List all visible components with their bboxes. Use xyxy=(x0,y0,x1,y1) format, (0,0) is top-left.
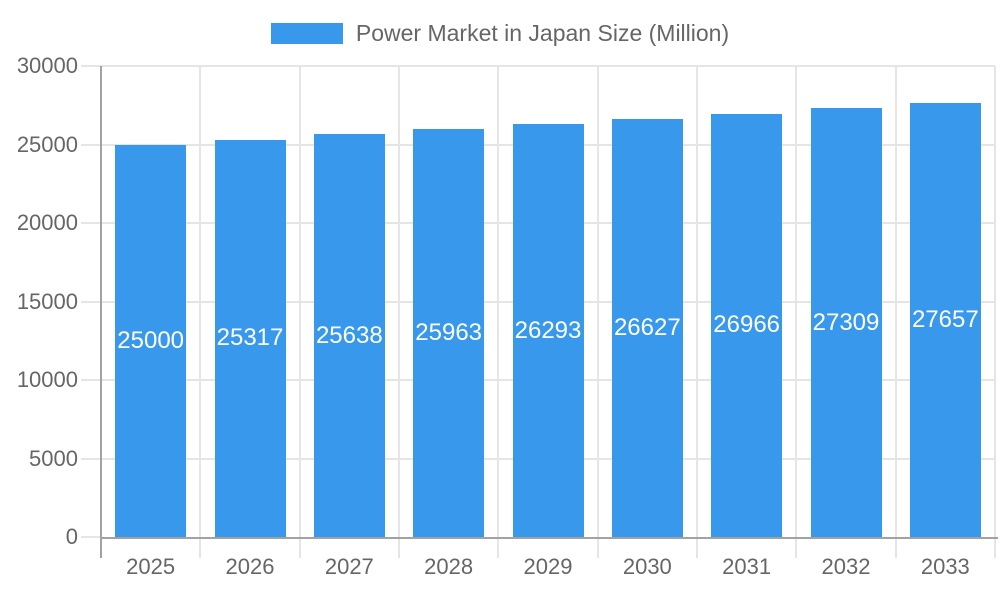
y-axis-tick xyxy=(81,222,101,224)
gridline-vertical xyxy=(497,66,500,537)
y-tick-label: 5000 xyxy=(29,445,78,471)
gridline-horizontal xyxy=(101,65,995,67)
x-tick-label: 2027 xyxy=(324,554,374,579)
bar[interactable] xyxy=(810,108,882,537)
bar-value-label: 26966 xyxy=(713,311,781,339)
gridline-vertical xyxy=(894,66,897,537)
legend[interactable]: Power Market in Japan Size (Million) xyxy=(0,19,1000,47)
bar-value-label: 26293 xyxy=(514,316,582,344)
x-tick-label: 2031 xyxy=(722,554,772,579)
x-tick-label: 2032 xyxy=(821,554,871,579)
bar[interactable] xyxy=(115,144,187,537)
x-axis-tick xyxy=(199,539,202,558)
bar[interactable] xyxy=(611,118,683,537)
x-axis-tick xyxy=(298,539,301,558)
bar-value-label: 25000 xyxy=(117,326,185,354)
x-tick-label: 2025 xyxy=(126,554,176,579)
x-axis-tick xyxy=(497,539,500,558)
x-axis-line xyxy=(100,537,998,539)
x-tick-label: 2033 xyxy=(920,554,970,579)
gridline-vertical xyxy=(696,66,698,537)
gridline-vertical xyxy=(994,66,996,537)
x-axis-tick xyxy=(596,539,599,558)
bar-value-label: 25963 xyxy=(415,319,483,347)
x-axis-tick xyxy=(894,539,897,558)
y-axis-tick xyxy=(81,536,101,538)
x-tick-label: 2030 xyxy=(622,554,672,579)
y-tick-label: 10000 xyxy=(16,367,78,392)
bar[interactable] xyxy=(413,129,485,537)
bar[interactable] xyxy=(512,124,584,537)
gridline-vertical xyxy=(298,66,301,537)
y-tick-label: 0 xyxy=(65,524,78,549)
y-axis-tick xyxy=(81,65,101,67)
bar[interactable] xyxy=(214,139,286,537)
bar-value-label: 27657 xyxy=(911,305,979,333)
y-axis-line xyxy=(100,66,102,558)
gridline-vertical xyxy=(596,66,599,537)
x-axis-tick xyxy=(696,539,698,558)
y-tick-label: 25000 xyxy=(16,131,78,157)
gridline-vertical xyxy=(398,66,400,537)
x-tick-label: 2028 xyxy=(424,554,474,579)
y-tick-label: 15000 xyxy=(16,288,78,314)
bar-value-label: 26627 xyxy=(613,313,681,341)
x-axis-tick xyxy=(398,539,400,558)
x-axis-tick xyxy=(994,539,996,558)
y-axis-tick xyxy=(81,457,101,460)
y-tick-label: 20000 xyxy=(16,210,78,235)
y-axis-tick xyxy=(81,300,101,303)
bar[interactable] xyxy=(909,102,981,537)
y-axis-tick xyxy=(81,143,101,146)
y-tick-label: 30000 xyxy=(16,53,78,78)
x-tick-label: 2026 xyxy=(225,554,275,579)
bar-value-label: 25317 xyxy=(216,324,284,352)
bar-value-label: 25638 xyxy=(315,321,383,349)
bar[interactable] xyxy=(711,113,783,537)
x-axis-tick xyxy=(795,539,798,558)
legend-swatch-icon xyxy=(270,22,343,44)
x-tick-label: 2029 xyxy=(523,554,573,579)
legend-label: Power Market in Japan Size (Million) xyxy=(355,19,730,46)
bar-value-label: 27309 xyxy=(812,308,880,336)
bar[interactable] xyxy=(313,134,385,537)
gridline-vertical xyxy=(199,66,202,537)
y-axis-tick xyxy=(81,379,101,381)
gridline-vertical xyxy=(795,66,798,537)
